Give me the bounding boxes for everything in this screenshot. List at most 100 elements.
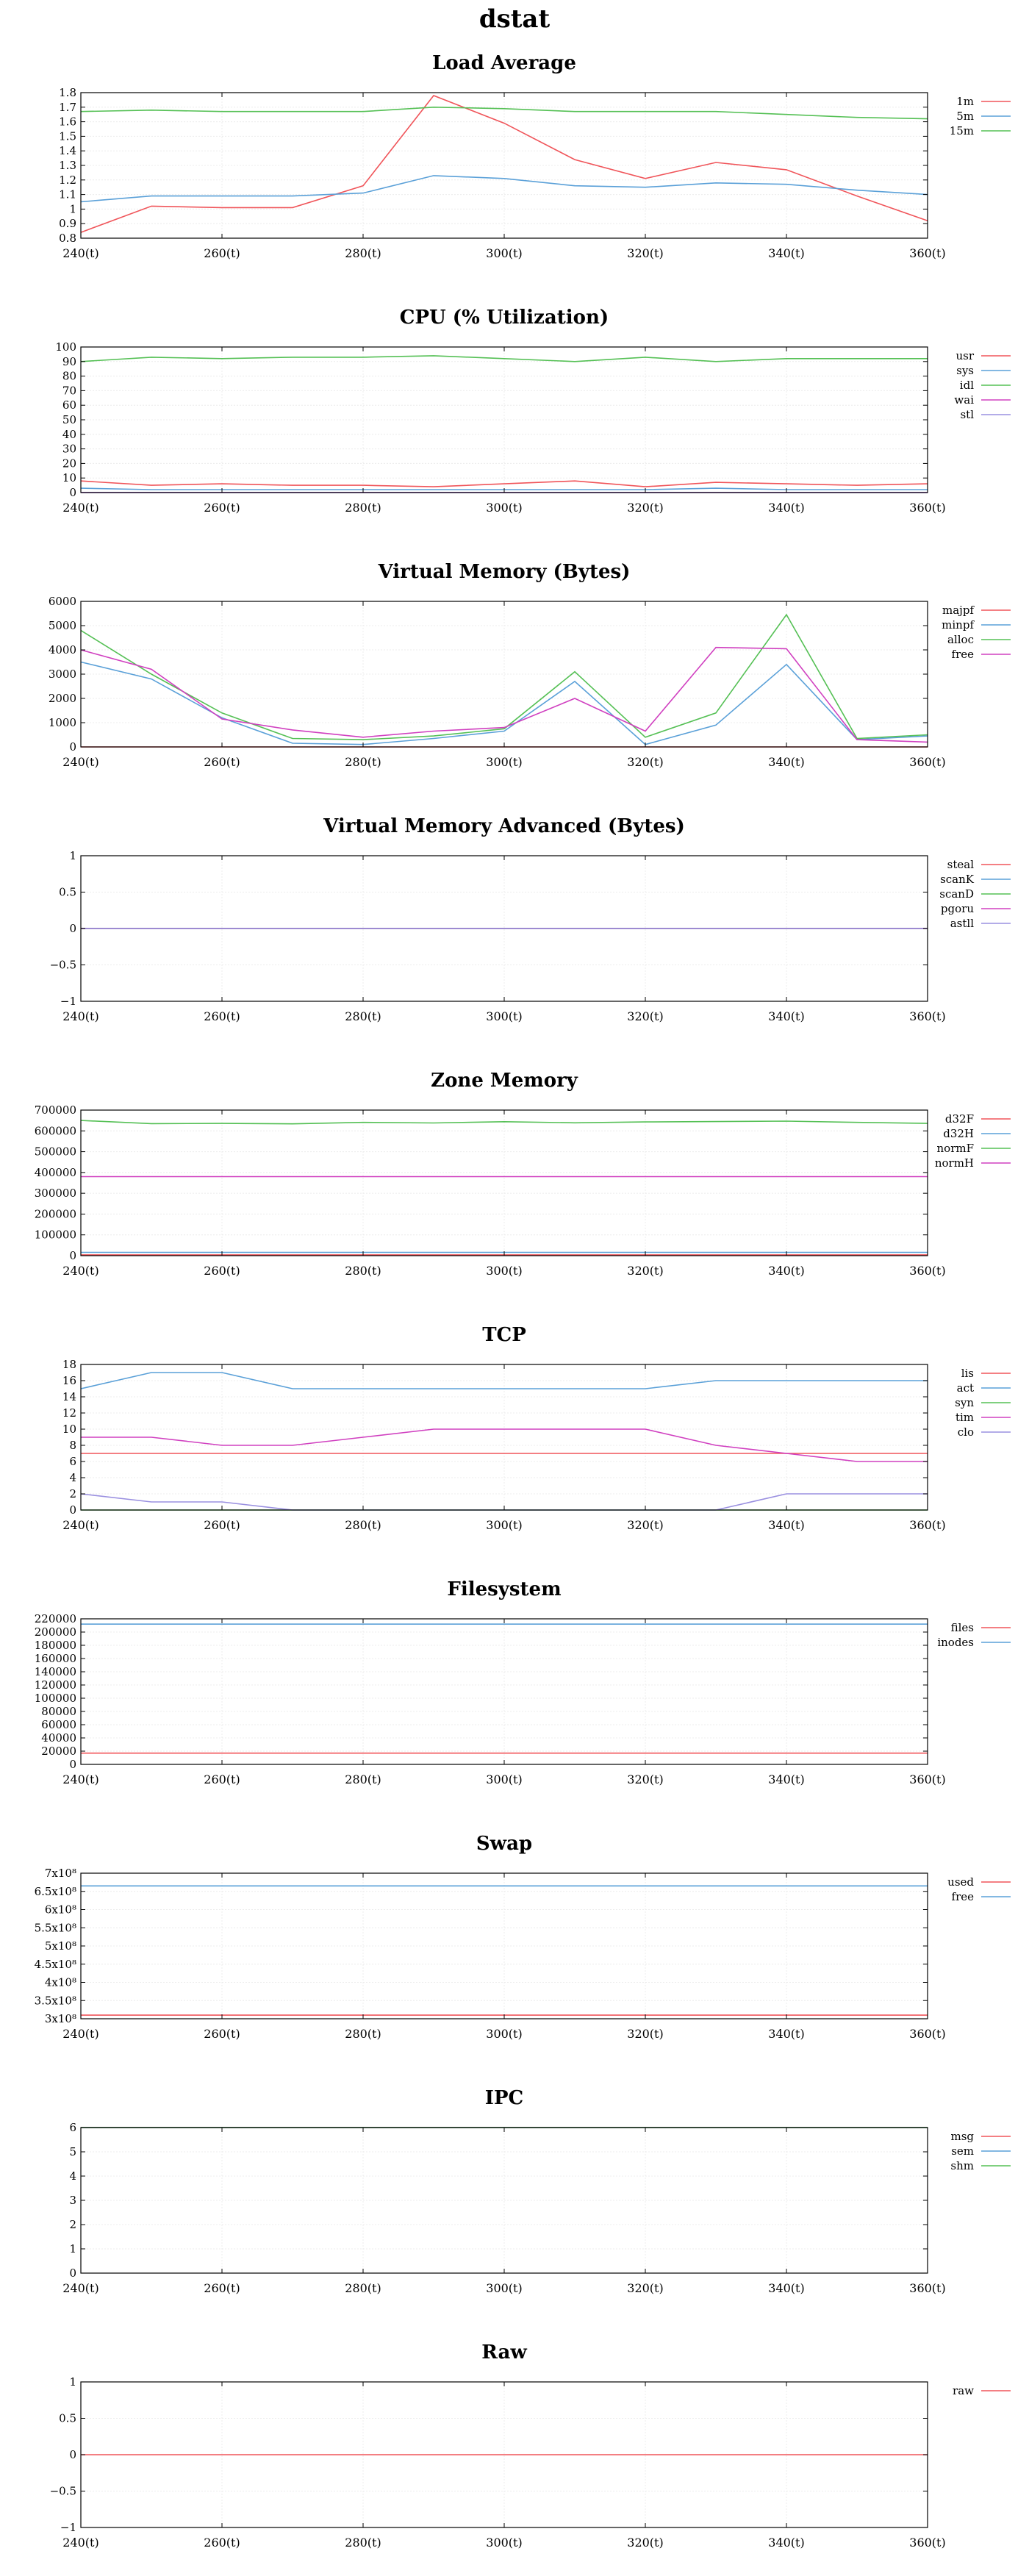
y-tick-label: 180000 <box>35 1639 76 1652</box>
x-tick-label: 300(t) <box>486 246 522 260</box>
legend-label-sem: sem <box>951 2144 974 2158</box>
legend-label-1m: 1m <box>956 95 974 108</box>
y-tick-label: 1 <box>69 2242 76 2255</box>
y-tick-label: 1.6 <box>59 115 76 129</box>
x-tick-label: 260(t) <box>204 2027 240 2041</box>
x-tick-label: 280(t) <box>345 1772 381 1786</box>
y-tick-label: 3 <box>69 2194 76 2207</box>
x-tick-label: 260(t) <box>204 1264 240 1278</box>
y-tick-label: 2 <box>69 1487 76 1500</box>
x-tick-label: 320(t) <box>627 501 663 515</box>
legend-label-15m: 15m <box>950 124 974 137</box>
legend-label-msg: msg <box>950 2130 974 2143</box>
chart-panel-6: Filesystem 020000400006000080000100000120… <box>35 1578 1011 1786</box>
chart-title: Load Average <box>432 52 576 74</box>
y-tick-label: 60 <box>62 398 76 412</box>
x-tick-label: 260(t) <box>204 501 240 515</box>
x-tick-label: 300(t) <box>486 1264 522 1278</box>
y-tick-label: 0 <box>69 1758 76 1771</box>
y-tick-label: 1.4 <box>59 144 76 157</box>
y-tick-label: −0.5 <box>50 959 76 972</box>
y-tick-label: 100000 <box>35 1228 76 1242</box>
x-tick-label: 280(t) <box>345 1009 381 1023</box>
y-tick-label: 1.8 <box>59 86 76 99</box>
y-tick-label: 18 <box>62 1358 76 1371</box>
y-tick-label: 100 <box>55 340 76 354</box>
y-tick-label: 16 <box>62 1374 76 1387</box>
x-tick-label: 240(t) <box>62 2281 98 2295</box>
legend-label-idl: idl <box>960 379 974 392</box>
chart-title: Virtual Memory Advanced (Bytes) <box>323 815 685 837</box>
x-tick-label: 320(t) <box>627 1518 663 1532</box>
y-tick-label: 220000 <box>35 1612 76 1625</box>
x-tick-label: 260(t) <box>204 1518 240 1532</box>
x-tick-label: 360(t) <box>909 1264 945 1278</box>
y-tick-label: 400000 <box>35 1166 76 1179</box>
y-tick-label: 200000 <box>35 1207 76 1220</box>
x-tick-label: 300(t) <box>486 2536 522 2550</box>
x-tick-label: 280(t) <box>345 2536 381 2550</box>
y-tick-label: 60000 <box>41 1718 76 1731</box>
y-tick-label: −1 <box>60 995 76 1008</box>
legend-label-tim: tim <box>956 1411 974 1424</box>
chart-title: Zone Memory <box>431 1070 578 1092</box>
y-tick-label: 3.5x10⁸ <box>35 1994 76 2007</box>
y-tick-label: 6x10⁸ <box>45 1903 76 1917</box>
x-tick-label: 280(t) <box>345 755 381 769</box>
x-tick-label: 360(t) <box>909 2281 945 2295</box>
y-tick-label: 1 <box>69 849 76 862</box>
x-tick-label: 340(t) <box>768 2536 804 2550</box>
y-tick-label: −1 <box>60 2521 76 2534</box>
legend-label-act: act <box>957 1381 974 1395</box>
x-tick-label: 240(t) <box>62 2027 98 2041</box>
chart-panel-8: IPC 0 1 2 3 4 5 6 240(t) 260(t) 280(t) 300(t) 320(t)… <box>62 2087 1011 2295</box>
y-tick-label: 0 <box>69 1503 76 1517</box>
x-tick-label: 240(t) <box>62 755 98 769</box>
y-tick-label: 0.9 <box>59 217 76 230</box>
y-tick-label: 1.1 <box>59 188 76 201</box>
y-tick-label: 600000 <box>35 1124 76 1137</box>
y-tick-label: 0 <box>69 922 76 935</box>
chart-title: Filesystem <box>447 1578 561 1600</box>
y-tick-label: 100000 <box>35 1692 76 1705</box>
x-tick-label: 320(t) <box>627 2281 663 2295</box>
x-tick-label: 260(t) <box>204 246 240 260</box>
x-tick-label: 340(t) <box>768 246 804 260</box>
legend-label-alloc: alloc <box>947 633 974 646</box>
chart-title: CPU (% Utilization) <box>400 307 609 329</box>
legend-label-free: free <box>952 648 975 661</box>
legend-label-steal: steal <box>947 858 975 871</box>
y-tick-label: 10 <box>62 471 76 484</box>
series-line-tim <box>81 1428 928 1462</box>
legend-label-d32H: d32H <box>943 1127 974 1140</box>
y-tick-label: 6 <box>69 2121 76 2134</box>
y-tick-label: −0.5 <box>50 2485 76 2498</box>
x-tick-label: 320(t) <box>627 1009 663 1023</box>
x-tick-label: 280(t) <box>345 2027 381 2041</box>
chart-panel-5: TCP 0 2 4 6 8 10 12 14 16 18 240(t) 260(t) 280(t) 300(… <box>62 1324 1011 1532</box>
legend-label-scanD: scanD <box>939 887 974 901</box>
y-tick-label: 300000 <box>35 1187 76 1200</box>
legend-label-clo: clo <box>958 1425 974 1439</box>
y-tick-label: 70 <box>62 384 76 397</box>
legend-label-5m: 5m <box>956 110 974 123</box>
legend-label-shm: shm <box>950 2159 974 2172</box>
legend-label-free: free <box>952 1890 975 1903</box>
legend-label-lis: lis <box>961 1367 974 1380</box>
legend-label-usr: usr <box>956 349 974 362</box>
x-tick-label: 340(t) <box>768 1264 804 1278</box>
y-tick-label: 1 <box>69 202 76 215</box>
y-tick-label: 3x10⁸ <box>45 2012 76 2025</box>
x-tick-label: 340(t) <box>768 2027 804 2041</box>
x-tick-label: 300(t) <box>486 1009 522 1023</box>
x-tick-label: 300(t) <box>486 2281 522 2295</box>
y-tick-label: 140000 <box>35 1665 76 1678</box>
y-tick-label: 50 <box>62 413 76 426</box>
x-tick-label: 300(t) <box>486 501 522 515</box>
legend-label-normF: normF <box>937 1142 975 1155</box>
x-tick-label: 260(t) <box>204 2281 240 2295</box>
y-tick-label: 4x10⁸ <box>45 1976 76 1989</box>
legend-label-files: files <box>951 1621 974 1634</box>
y-tick-label: 120000 <box>35 1678 76 1692</box>
y-tick-label: 0 <box>69 2266 76 2280</box>
